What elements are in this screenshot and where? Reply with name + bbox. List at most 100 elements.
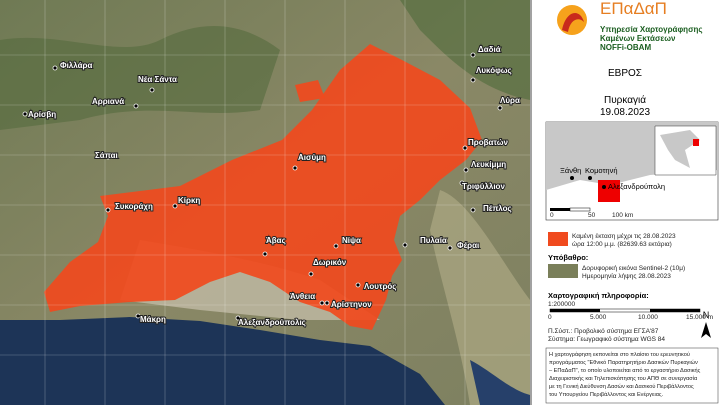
scale-label: 15.000 m [686,314,713,321]
legend-text: Ημερομηνία λήψης 28.08.2023 [582,272,671,280]
place-dot [463,167,469,173]
inset-place: Ξάνθη [560,166,581,175]
note-line: προγράμματος "Εθνικό Παρατηρητήριο Δασικ… [549,359,698,366]
legend-text: Δορυφορική εικόνα Sentinel-2 (10μ) [582,264,685,272]
place-dot [135,313,141,319]
burned-area [295,80,325,102]
projection: Π.Σύστ.: Προβολικό σύστημα ΕΓΣΑ'87 [548,327,659,335]
note-line: – ΕΠαΔαΠ", το οποίο υλοποιείται από το ε… [549,367,701,374]
note-line: Η χαρτογράφηση εκπονείται στο πλαίσιο το… [549,351,690,358]
place-label: Αισύμη [298,153,326,162]
logo-flame [562,12,584,32]
burned-area [44,44,482,330]
place-label: Σάπαι [95,151,118,160]
inset-scale-label: 0 [550,212,554,219]
graticule [0,0,530,405]
scale-bar [550,309,600,312]
note-box [545,347,719,404]
scale-label: 10.000 [638,314,658,321]
place-dot [319,300,325,306]
inset-scale-label: 100 km [612,212,633,219]
place-label: Κίρκη [178,196,200,205]
place-label: Μάκρη [140,315,166,324]
service-line: Καμένων Εκτάσεων [600,34,676,43]
event: Πυρκαγιά [604,94,646,106]
place-labels: Φιλλάρα Νέα Σάντα Αρριανά Αρίσβη Σάπαι Αισύμη… [22,44,521,328]
place-dot [235,315,241,321]
place-label: Πυλαία [420,236,447,245]
service-line: NOFFi-OBAM [600,43,651,52]
place-label: Λύρα [500,96,520,105]
inset-place: Κομοτηνή [585,166,618,175]
place-label: Τριφύλλιον [462,182,505,191]
place-label: Άνθεια [290,292,315,301]
place-dot [262,251,268,257]
legend-text: ώρα 12:00 μ.μ. (82639.63 εκτάρια) [572,240,672,248]
place-dot [355,282,361,288]
logo-text: ΕΠαΔαΠ [600,0,667,18]
legend-heading: Χαρτογραφική πληροφορία: [548,291,649,300]
place-dot [105,154,111,160]
place-dot [149,87,155,93]
place-label: Αρίσβη [28,110,56,119]
place-dot [470,52,476,58]
place-label: Λουτρός [364,282,396,291]
place-label: Αρριανά [92,97,124,106]
place-dot [470,77,476,83]
place-label: Νέα Σάντα [138,75,177,84]
forest [0,26,280,130]
map: Φιλλάρα Νέα Σάντα Αρριανά Αρίσβη Σάπαι Αισύμη… [0,0,530,405]
scale-bar [650,309,700,312]
place-label: Δαδιά [478,45,501,54]
place-dot [447,245,453,251]
place-label: Δωρικόν [313,258,347,267]
place-label: Προβατών [468,138,509,147]
place-dot [333,243,339,249]
scale-label: 0 [548,314,552,321]
place-dot [172,203,178,209]
legend-heading: Υπόβαθρο: [548,253,588,262]
place-dot [308,271,314,277]
place-dot [133,103,139,109]
scale-label: 5.000 [590,314,607,321]
place-label: Φέραι [457,241,479,250]
region: ΕΒΡΟΣ [608,68,642,79]
legend-swatch [548,264,578,278]
place-label: Συκοράχη [115,202,153,211]
place-dot [52,65,58,71]
place-dot [497,105,503,111]
note-line: Διαχειριστικής και Τηλεπισκόπησης του ΑΠ… [549,375,698,382]
sea [0,317,445,405]
north-arrow [701,322,711,338]
note-line: του Υπουργείου Περιβάλλοντος και Ενέργει… [549,391,664,398]
place-label: Αλεξανδρούπολις [238,318,306,327]
place-label: Νίψα [342,236,361,245]
service-line: Υπηρεσία Χαρτογράφησης [600,25,703,34]
north-label: N [703,310,710,320]
place-dot [292,165,298,171]
place-dot [459,180,465,186]
legend-text: Καμένη έκταση μέχρι τις 28.08.2023 [572,232,676,240]
inset-place: Αλεξανδρούπολη [608,182,665,191]
place-label: Πέπλος [483,204,512,213]
place-label: Φιλλάρα [60,61,92,70]
place-dot [22,111,28,117]
projection: Σύστημα: Γεωγραφικό σύστημα WGS 84 [548,335,665,343]
place-dot [105,207,111,213]
date: 19.08.2023 [600,107,650,118]
place-dot [402,242,408,248]
place-dot [462,145,468,151]
place-label: Λευκίμμη [471,160,506,169]
evros-plain [430,190,530,405]
inset-scale-label: 50 [588,212,596,219]
place-dot [324,300,330,306]
place-label: Λυκόφως [476,66,512,75]
place-label: Αρίστηνον [331,300,372,309]
forest [400,0,530,100]
inset-map: Ξάνθη Κομοτηνή Αλεξανδρούπολη 0 50 100 k… [545,121,719,221]
scale-ratio: 1:200000 [548,301,575,308]
delta-water [470,360,530,405]
legend-swatch [548,232,568,246]
note: Η χαρτογράφηση εκπονείται στο πλαίσιο το… [549,351,701,398]
place-dot [470,207,476,213]
